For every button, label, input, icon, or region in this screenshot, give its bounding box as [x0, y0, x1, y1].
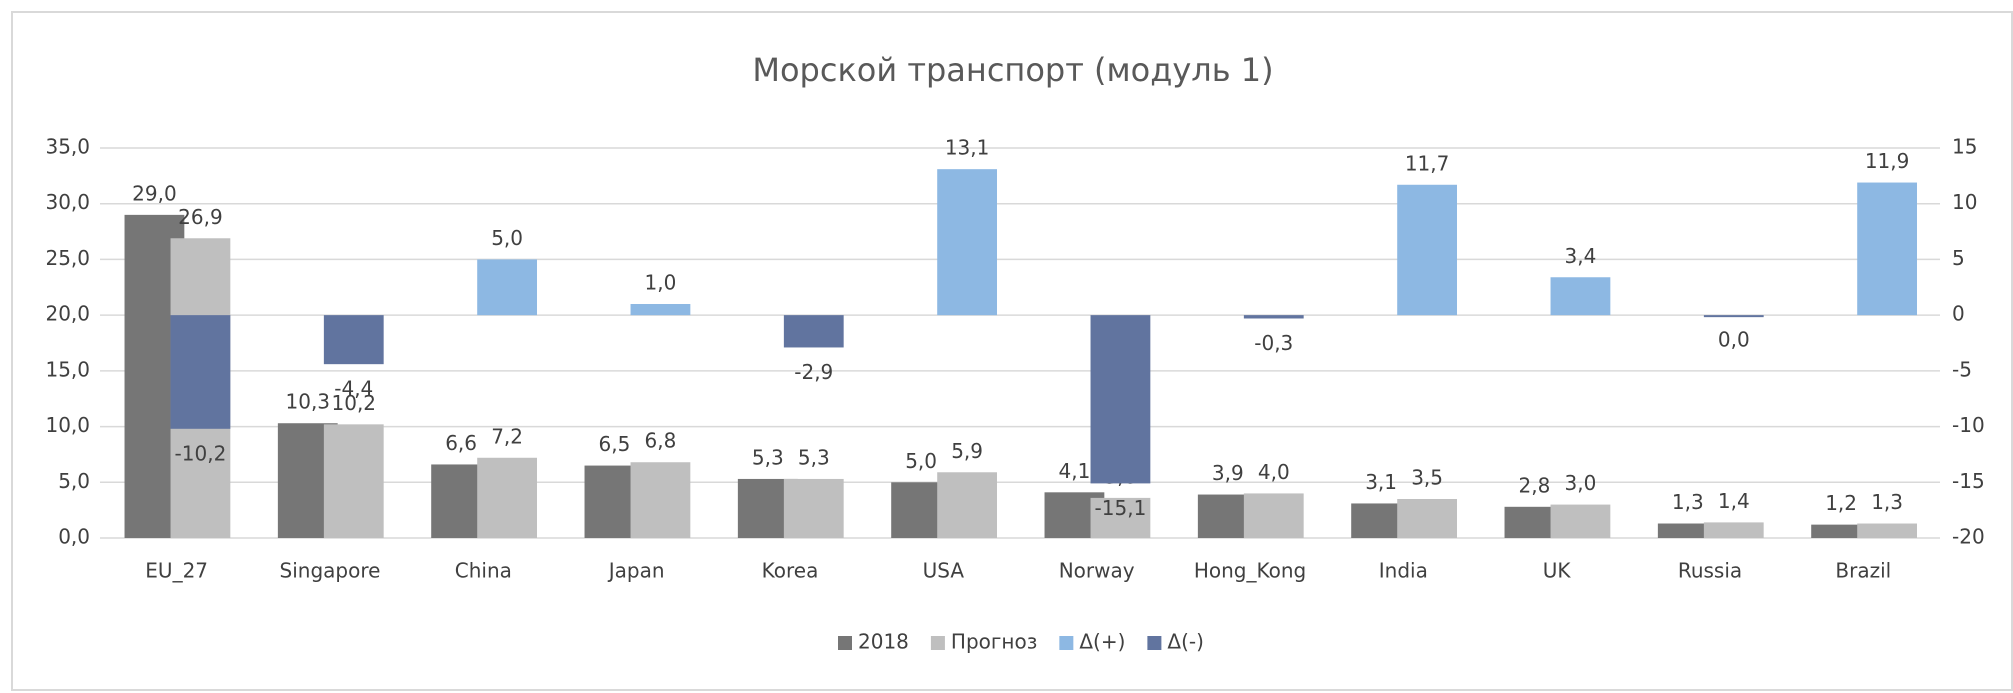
data-label: 4,0: [1258, 460, 1290, 484]
y-tick-label: 20,0: [45, 302, 90, 326]
bar: [1857, 523, 1917, 538]
legend-swatch: [930, 636, 945, 650]
legend-swatch: [838, 636, 852, 650]
bar: [1703, 522, 1764, 538]
data-label: -4,4: [334, 377, 373, 401]
x-tick-label: EU_27: [145, 559, 208, 583]
y2-tick-label: -5: [1952, 357, 1972, 381]
legend-swatch: [1059, 636, 1074, 650]
data-label: 11,7: [1405, 151, 1450, 175]
data-label: 0,0: [1718, 328, 1750, 352]
data-label: 11,9: [1865, 149, 1910, 173]
bar: [1090, 497, 1151, 538]
data-label: 6,5: [599, 432, 631, 456]
data-label: 5,9: [951, 439, 983, 463]
data-label: 3,4: [1565, 244, 1597, 268]
bar: [630, 304, 691, 316]
y2-tick-label: -15: [1952, 469, 1985, 493]
x-tick-label: China: [455, 559, 512, 583]
x-tick-label: Brazil: [1835, 559, 1891, 583]
bar: [783, 315, 844, 348]
bar: [477, 259, 537, 316]
bar: [477, 457, 537, 538]
y-tick-label: 0,0: [58, 525, 90, 549]
data-label: 1,3: [1672, 490, 1704, 514]
bar: [1550, 277, 1611, 316]
legend-label: Прогноз: [951, 630, 1037, 654]
y-tick-label: 30,0: [45, 190, 90, 214]
bar: [1857, 182, 1917, 316]
chart-title: Морской транспорт (модуль 1): [752, 51, 1273, 89]
data-label: 26,9: [178, 205, 223, 229]
legend-label: Δ(+): [1079, 630, 1125, 654]
data-label: 1,3: [1871, 490, 1903, 514]
bar: [630, 462, 691, 538]
bar: [1550, 504, 1611, 538]
x-tick-label: UK: [1543, 559, 1572, 583]
legend-label: Δ(-): [1167, 630, 1204, 654]
data-label: 6,6: [445, 431, 477, 455]
x-tick-label: Russia: [1678, 559, 1742, 583]
data-label: 6,8: [645, 429, 677, 453]
y-tick-label: 15,0: [45, 357, 90, 381]
bar: [1397, 499, 1457, 538]
data-label: 5,0: [491, 226, 523, 250]
bar: [1703, 315, 1764, 318]
y-tick-label: 5,0: [58, 469, 90, 493]
data-label: 2,8: [1519, 473, 1551, 497]
data-label: 29,0: [132, 181, 177, 205]
x-tick-label: Hong_Kong: [1194, 559, 1306, 583]
data-label: 10,2: [332, 391, 377, 415]
data-label: 7,2: [491, 424, 523, 448]
bar: [1243, 493, 1304, 538]
bar: [1090, 315, 1151, 484]
x-tick-label: Singapore: [280, 559, 381, 583]
y2-tick-label: -10: [1952, 413, 1985, 437]
data-label: -2,9: [794, 360, 833, 384]
data-label: 3,1: [1365, 470, 1397, 494]
x-tick-label: India: [1379, 559, 1428, 583]
bar: [937, 169, 997, 316]
x-tick-label: Korea: [762, 559, 819, 583]
data-label: -0,3: [1254, 331, 1293, 355]
bar: [1657, 523, 1718, 538]
data-label: 5,3: [798, 445, 830, 469]
bar: [1243, 315, 1304, 319]
data-label: 5,3: [752, 445, 784, 469]
bar: [170, 315, 231, 429]
data-label: 1,2: [1825, 491, 1857, 515]
bar: [1397, 184, 1457, 316]
y-tick-label: 25,0: [45, 246, 90, 270]
bar: [937, 472, 997, 538]
data-label: 10,3: [286, 390, 331, 414]
x-tick-label: Norway: [1059, 559, 1135, 583]
chart-frame: [11, 11, 2013, 691]
bar: [323, 424, 384, 538]
data-label: 5,0: [905, 449, 937, 473]
y2-tick-label: -20: [1952, 525, 1985, 549]
data-label: 3,5: [1411, 466, 1443, 490]
legend-swatch: [1147, 636, 1162, 650]
x-tick-label: USA: [923, 559, 965, 583]
data-label: 1,0: [645, 271, 677, 295]
legend-label: 2018: [858, 630, 909, 654]
data-label: 4,1: [1059, 459, 1091, 483]
data-label: 3,9: [1212, 461, 1244, 485]
data-label: -10,2: [175, 441, 227, 465]
y-tick-label: 35,0: [45, 135, 90, 159]
data-label: 3,0: [1565, 471, 1597, 495]
bar: [1811, 524, 1871, 538]
y2-tick-label: 10: [1952, 190, 1977, 214]
data-label: 13,1: [945, 136, 990, 160]
bar: [323, 315, 384, 365]
data-label: 1,4: [1718, 489, 1750, 513]
y-tick-label: 10,0: [45, 413, 90, 437]
data-label: -15,1: [1095, 496, 1147, 520]
x-tick-label: Japan: [607, 559, 665, 583]
y2-tick-label: 0: [1952, 302, 1965, 326]
y2-tick-label: 5: [1952, 246, 1965, 270]
y2-tick-label: 15: [1952, 135, 1977, 159]
bar: [783, 478, 844, 538]
